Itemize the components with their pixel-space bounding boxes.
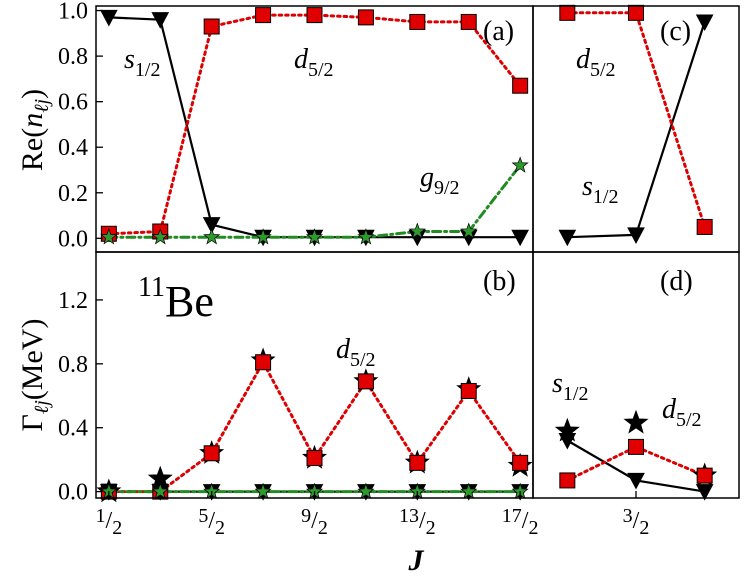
xtick-label-b: 1/2	[96, 505, 123, 539]
marker-a-s12-8	[511, 229, 529, 247]
marker-d-s12-2	[695, 484, 714, 501]
series-line-a-s12	[107, 16, 522, 239]
xtick-label-b: 17/2	[502, 505, 539, 539]
marker-b-d52-6	[409, 454, 426, 471]
marker-a-d52-8	[512, 77, 529, 94]
marker-a-d52-3	[255, 7, 272, 24]
ytick-label-b: 0.4	[58, 416, 88, 442]
marker-a-d52-5	[357, 9, 374, 26]
series-markers	[96, 4, 718, 503]
ytick-label-a: 0.4	[58, 135, 88, 161]
marker-a-g92-0	[100, 228, 118, 245]
xtick-label-b: 5/2	[198, 505, 225, 539]
series-line-b-d52	[107, 359, 522, 494]
marker-c-d52-1	[628, 4, 644, 21]
ytick-label-b: 1.2	[58, 288, 88, 314]
annotation-d-d52: d5/2	[662, 394, 702, 431]
marker-a-s12-0	[100, 9, 118, 27]
marker-a-g92-6	[408, 222, 426, 239]
panel-frame-c	[532, 5, 740, 253]
marker-b-d52-3	[255, 354, 272, 371]
annotation-a-s12: s1/2	[124, 44, 160, 81]
marker-b-g92-1	[151, 482, 169, 499]
ytick-label-b: 0.8	[58, 352, 88, 378]
y-axis-label-bottom: Γℓj(MeV)	[16, 319, 53, 432]
y-axis-label-top: Re(nℓj)	[16, 89, 53, 171]
x-axis-label: J	[408, 544, 425, 576]
marker-a-g92-1	[151, 228, 169, 245]
ytick-label-a: 0.8	[58, 44, 88, 70]
marker-c-d52-2	[696, 218, 713, 235]
marker-a-d52-4	[306, 7, 323, 24]
ytick-label-b: 0.0	[58, 480, 88, 506]
annotation-d-s12: s1/2	[552, 368, 588, 405]
marker-b-d52-7	[460, 382, 477, 399]
marker-d-total-1	[623, 409, 649, 434]
panel-label-a: (a)	[483, 16, 514, 47]
marker-a-g92-4	[305, 228, 324, 245]
ytick-label-a: 0.6	[58, 90, 88, 116]
annotation-c-d52: d5/2	[576, 44, 616, 81]
marker-b-d52-5	[357, 373, 374, 390]
marker-a-d52-7	[460, 13, 477, 30]
marker-a-g92-3	[254, 228, 272, 245]
panel-frame-d	[532, 251, 740, 499]
marker-b-d52-2	[203, 445, 220, 462]
marker-a-d52-6	[409, 13, 426, 30]
nucleus-mass: 11	[138, 272, 165, 303]
series-line-d-d52	[565, 445, 707, 482]
marker-a-s12-2	[202, 217, 221, 234]
marker-b-g92-5	[357, 482, 375, 499]
marker-d-s12-1	[627, 472, 645, 490]
ytick-label-a: 0.0	[58, 226, 88, 252]
panel-label-b: (b)	[483, 266, 516, 297]
series-line-a-d52	[107, 13, 522, 236]
marker-a-d52-2	[203, 18, 220, 35]
marker-a-g92-7	[460, 222, 478, 239]
panel-label-d: (d)	[660, 266, 693, 297]
marker-a-g92-8	[511, 156, 529, 173]
marker-d-d52-0	[559, 472, 576, 489]
marker-c-s12-2	[695, 14, 714, 32]
annotation-a-d52: d5/2	[294, 44, 334, 81]
marker-a-g92-5	[357, 228, 375, 245]
xtick-label-b: 13/2	[399, 505, 436, 539]
xtick-label-b: 9/2	[301, 505, 328, 539]
marker-b-g92-7	[460, 482, 478, 499]
panel-frames	[95, 5, 740, 499]
ytick-label-a: 0.2	[58, 181, 88, 207]
marker-a-s12-1	[151, 12, 170, 29]
marker-d-s12-0	[558, 432, 577, 450]
marker-a-g92-2	[203, 228, 221, 245]
axis-ticks: 0.0 0.2 0.4 0.6 0.8 1.0 0.0 0.4 0.8 1.2 1/2 5/2 9/2 1…	[58, 0, 649, 539]
marker-c-d52-0	[559, 4, 576, 21]
nucleus-symbol: Be	[165, 277, 214, 326]
marker-b-g92-3	[254, 482, 272, 499]
marker-b-d52-4	[306, 450, 323, 467]
panel-label-c: (c)	[660, 16, 691, 47]
annotation-c-s12: s1/2	[582, 171, 618, 208]
xtick-label-d: 3/2	[623, 505, 650, 539]
marker-d-d52-2	[696, 467, 713, 484]
nucleus-label: 11Be	[138, 272, 214, 326]
marker-c-s12-0	[558, 229, 577, 247]
annotation-a-g92: g9/2	[420, 162, 460, 199]
marker-d-d52-1	[628, 438, 644, 455]
annotation-b-d52: d5/2	[336, 334, 376, 371]
panel-frame-a	[95, 5, 534, 253]
marker-c-s12-1	[627, 227, 645, 244]
marker-b-d52-8	[512, 454, 529, 471]
ytick-label-a: 1.0	[58, 0, 88, 25]
